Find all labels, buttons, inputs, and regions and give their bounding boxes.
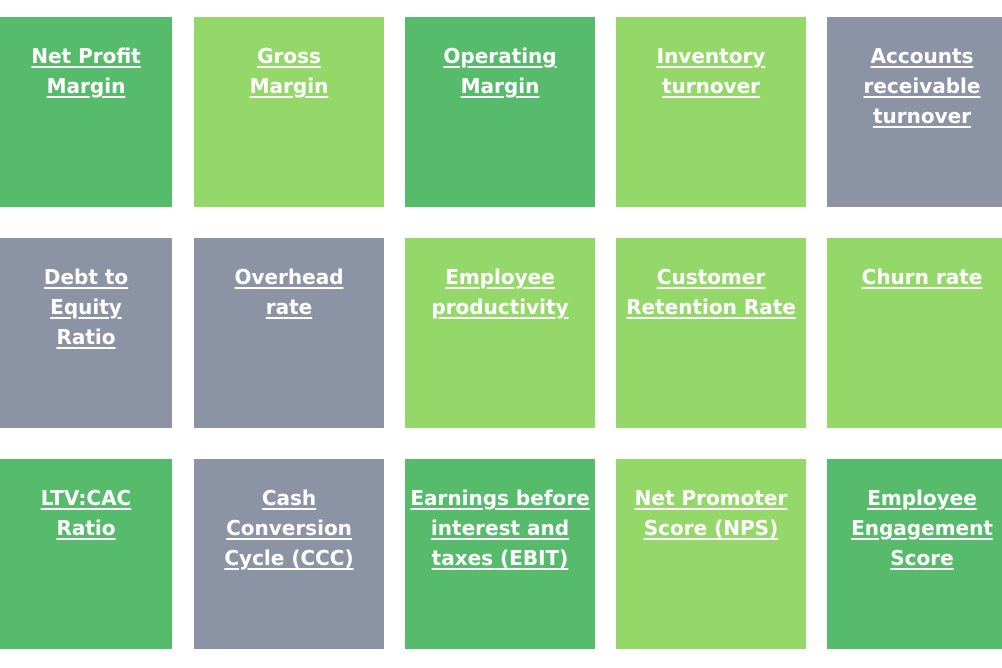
tile-link-customer-retention-rate[interactable]: Customer Retention Rate: [626, 265, 796, 319]
tile-inventory-turnover[interactable]: Inventory turnover: [616, 17, 806, 207]
tile-link-accounts-receivable-turnover[interactable]: Accounts receivable turnover: [863, 44, 981, 128]
tile-link-overhead-rate[interactable]: Overhead rate: [234, 265, 344, 319]
tile-employee-engagement-score[interactable]: Employee Engagement Score: [827, 459, 1002, 649]
tile-gross-margin[interactable]: Gross Margin: [194, 17, 384, 207]
tile-accounts-receivable-turnover[interactable]: Accounts receivable turnover: [827, 17, 1002, 207]
tile-link-churn-rate[interactable]: Churn rate: [861, 265, 983, 289]
tile-operating-margin[interactable]: Operating Margin: [405, 17, 595, 207]
tile-customer-retention-rate[interactable]: Customer Retention Rate: [616, 238, 806, 428]
tile-churn-rate[interactable]: Churn rate: [827, 238, 1002, 428]
tile-link-operating-margin[interactable]: Operating Margin: [443, 44, 557, 98]
tile-cash-conversion-cycle[interactable]: Cash Conversion Cycle (CCC): [194, 459, 384, 649]
tile-link-debt-to-equity-ratio[interactable]: Debt to Equity Ratio: [43, 265, 129, 349]
tile-link-cash-conversion-cycle[interactable]: Cash Conversion Cycle (CCC): [224, 486, 354, 570]
tile-link-employee-engagement-score[interactable]: Employee Engagement Score: [851, 486, 993, 570]
tile-link-inventory-turnover[interactable]: Inventory turnover: [656, 44, 766, 98]
tile-employee-productivity[interactable]: Employee productivity: [405, 238, 595, 428]
tile-link-gross-margin[interactable]: Gross Margin: [249, 44, 329, 98]
tile-link-net-promoter-score[interactable]: Net Promoter Score (NPS): [634, 486, 788, 540]
tile-link-net-profit-margin[interactable]: Net Profit Margin: [31, 44, 141, 98]
tile-link-ebit[interactable]: Earnings before interest and taxes (EBIT…: [410, 486, 590, 570]
tile-ltv-cac-ratio[interactable]: LTV:CAC Ratio: [0, 459, 172, 649]
tile-net-profit-margin[interactable]: Net Profit Margin: [0, 17, 172, 207]
tile-ebit[interactable]: Earnings before interest and taxes (EBIT…: [405, 459, 595, 649]
tile-link-employee-productivity[interactable]: Employee productivity: [431, 265, 569, 319]
tile-overhead-rate[interactable]: Overhead rate: [194, 238, 384, 428]
tile-link-ltv-cac-ratio[interactable]: LTV:CAC Ratio: [40, 486, 132, 540]
tile-debt-to-equity-ratio[interactable]: Debt to Equity Ratio: [0, 238, 172, 428]
tile-net-promoter-score[interactable]: Net Promoter Score (NPS): [616, 459, 806, 649]
